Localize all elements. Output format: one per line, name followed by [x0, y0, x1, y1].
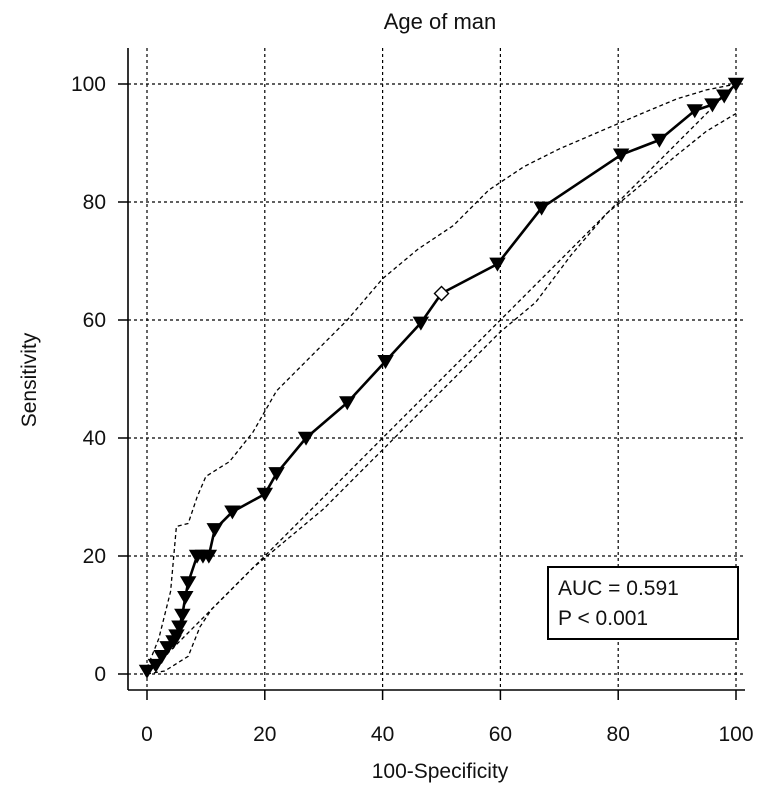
roc-point-marker	[412, 316, 430, 331]
roc-point-marker	[138, 664, 156, 679]
roc-point-marker	[177, 591, 194, 605]
axis-ticks: 0 20 40 60 80 100 0 20 40 60 80 100	[71, 73, 754, 746]
reference-diagonal-line	[146, 83, 737, 675]
y-tick-label: 20	[83, 545, 106, 568]
roc-point-marker	[256, 487, 274, 502]
x-tick-label: 80	[607, 723, 630, 746]
roc-point-marker	[715, 89, 733, 104]
lower-confidence-bound-line	[146, 112, 737, 675]
x-tick-label: 60	[489, 723, 512, 746]
x-tick-label: 20	[253, 723, 276, 746]
y-tick-label: 80	[83, 191, 106, 214]
roc-point-marker	[704, 98, 721, 113]
upper-confidence-bound-line	[146, 83, 737, 669]
x-tick-label: 40	[371, 723, 394, 746]
roc-point-marker	[147, 658, 165, 673]
roc-point-marker	[612, 148, 630, 163]
roc-point-marker	[200, 549, 218, 564]
roc-point-marker	[377, 355, 394, 369]
x-tick-label: 0	[141, 723, 153, 746]
roc-point-marker	[339, 396, 356, 411]
roc-point-marker	[206, 523, 223, 538]
roc-point-marker	[174, 608, 191, 623]
plot-frame	[127, 48, 745, 691]
roc-point-marker	[268, 467, 285, 482]
roc-point-marker	[224, 505, 241, 520]
y-tick-label: 60	[83, 309, 106, 332]
y-axis-label: Sensitivity	[18, 332, 41, 427]
roc-point-marker	[171, 620, 188, 635]
roc-point-marker	[727, 77, 745, 92]
roc-point-marker	[180, 576, 197, 591]
y-tick-label: 40	[83, 427, 106, 450]
chart-title: Age of man	[384, 9, 497, 34]
p-value: P < 0.001	[558, 607, 648, 630]
y-tick-label: 0	[94, 663, 106, 686]
marker-layer	[138, 77, 745, 679]
roc-point-open-marker	[433, 285, 450, 302]
auc-legend-box: AUC = 0.591 P < 0.001	[547, 566, 739, 640]
roc-point-marker	[533, 201, 550, 216]
x-axis-label: 100-Specificity	[372, 760, 509, 783]
roc-point-marker	[153, 650, 170, 664]
roc-point-marker	[489, 257, 506, 272]
roc-point-marker	[297, 431, 315, 446]
auc-box-border	[547, 566, 739, 640]
x-tick-label: 100	[718, 723, 753, 746]
roc-point-marker	[651, 133, 668, 148]
y-tick-label: 100	[71, 73, 106, 96]
auc-value: AUC = 0.591	[558, 577, 679, 600]
roc-point-marker	[686, 104, 703, 119]
